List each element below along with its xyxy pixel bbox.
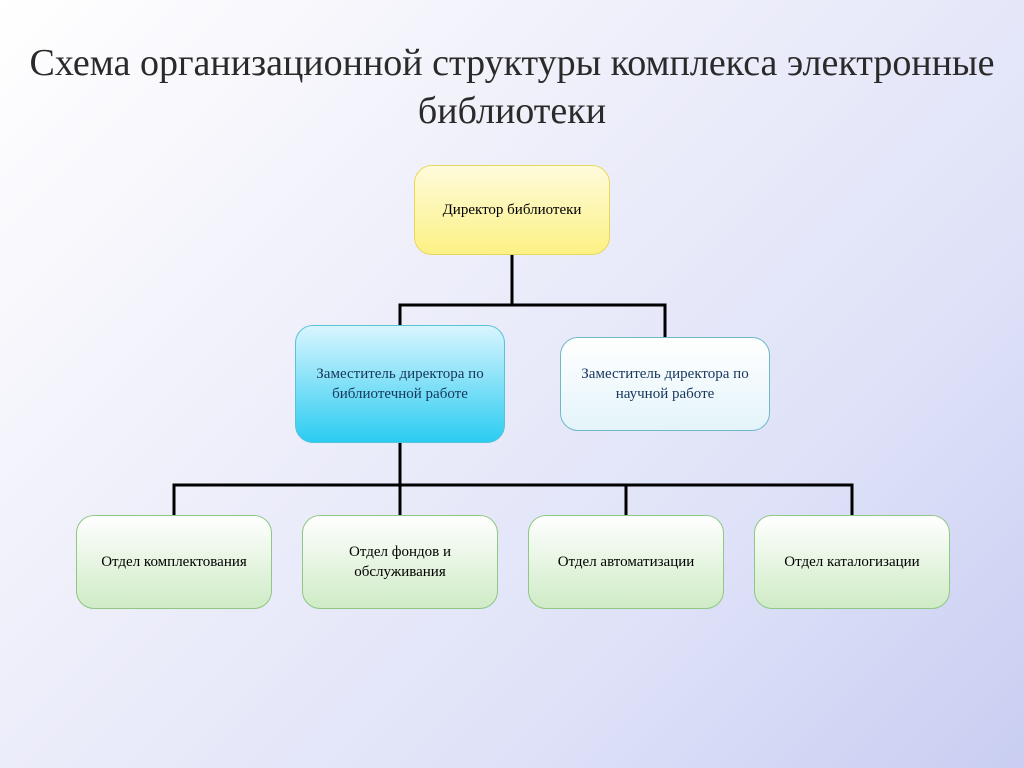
page-title: Схема организационной структуры комплекс… [0,0,1024,135]
node-label: Заместитель директора по научной работе [569,364,761,405]
node-dept-cat: Отдел каталогизации [754,515,950,609]
node-deputy-sci: Заместитель директора по научной работе [560,337,770,431]
node-label: Отдел каталогизации [784,552,919,572]
node-label: Заместитель директора по библиотечной ра… [304,364,496,405]
node-deputy-lib: Заместитель директора по библиотечной ра… [295,325,505,443]
node-label: Отдел автоматизации [558,552,695,572]
node-label: Отдел комплектования [101,552,247,572]
node-label: Отдел фондов и обслуживания [311,542,489,583]
org-chart: Директор библиотеки Заместитель директора… [0,145,1024,705]
node-dept-auto: Отдел автоматизации [528,515,724,609]
node-dept-acq: Отдел комплектования [76,515,272,609]
node-dept-funds: Отдел фондов и обслуживания [302,515,498,609]
node-director: Директор библиотеки [414,165,610,255]
node-label: Директор библиотеки [443,200,582,220]
